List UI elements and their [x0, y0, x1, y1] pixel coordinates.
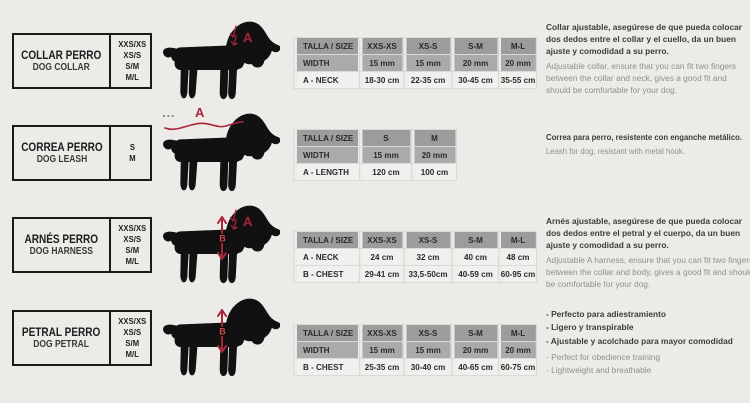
svg-text:A: A — [195, 106, 205, 120]
svg-text:B: B — [219, 234, 226, 244]
svg-text:B: B — [219, 327, 226, 337]
svg-text:A: A — [243, 214, 253, 229]
svg-text:A: A — [243, 30, 253, 45]
